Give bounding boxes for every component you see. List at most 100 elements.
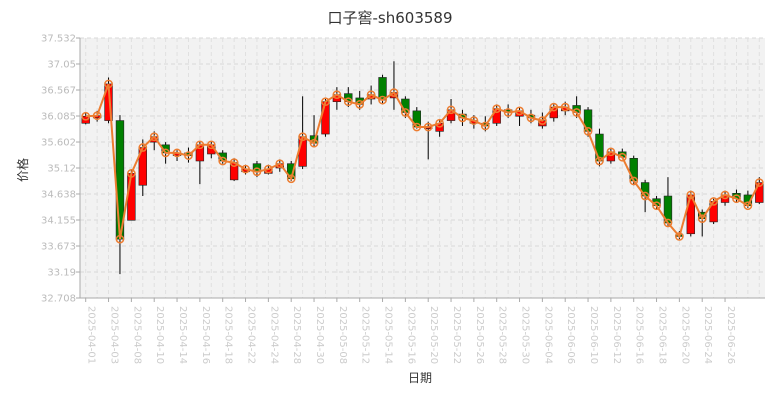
- close-point: [595, 156, 604, 166]
- close-point: [332, 90, 342, 100]
- close-point: [286, 174, 296, 184]
- close-point: [229, 158, 239, 167]
- x-tick-label: 2025-06-24: [702, 306, 713, 364]
- close-line-layer: [81, 79, 764, 244]
- close-point: [663, 218, 673, 228]
- close-point: [218, 156, 228, 166]
- x-tick-label: 2025-05-22: [451, 306, 462, 364]
- y-tick-label: 37.05: [47, 59, 76, 70]
- candle-body: [321, 101, 330, 135]
- x-tick-label: 2025-04-22: [246, 306, 257, 364]
- close-point: [732, 194, 741, 204]
- close-point: [298, 132, 307, 142]
- close-point: [743, 201, 753, 211]
- candle-body: [298, 136, 307, 167]
- x-tick-label: 2025-04-14: [177, 306, 188, 364]
- y-axis-label: 价格: [15, 158, 30, 182]
- close-point: [629, 176, 639, 186]
- close-point: [652, 201, 661, 211]
- close-point: [195, 140, 205, 150]
- close-point: [469, 116, 479, 125]
- y-tick-label: 34.638: [41, 189, 76, 200]
- close-point: [241, 164, 250, 174]
- close-point: [560, 102, 570, 112]
- close-point: [321, 97, 330, 107]
- close-point: [686, 190, 696, 200]
- axis-layer: 32.708 33.19 33.673 34.155 34.638 35.12 35.602…: [41, 34, 765, 364]
- close-point: [572, 108, 581, 117]
- x-tick-label: 2025-04-28: [291, 306, 302, 364]
- x-tick-label: 2025-05-14: [383, 306, 394, 364]
- close-point: [252, 167, 262, 177]
- x-tick-label: 2025-06-18: [657, 306, 668, 364]
- close-point: [617, 152, 627, 162]
- candle-body: [127, 173, 136, 221]
- close-point: [492, 104, 502, 114]
- close-point: [606, 147, 616, 157]
- close-point: [206, 140, 216, 150]
- close-point: [526, 113, 536, 123]
- x-tick-label: 2025-04-18: [223, 306, 234, 364]
- close-point: [366, 90, 376, 100]
- close-point: [754, 178, 764, 187]
- close-point: [92, 111, 102, 121]
- x-tick-label: 2025-06-06: [565, 306, 576, 364]
- close-point: [401, 108, 410, 117]
- close-point: [104, 79, 113, 89]
- x-tick-label: 2025-05-16: [405, 306, 416, 364]
- y-tick-label: 32.708: [41, 294, 76, 305]
- close-point: [264, 164, 273, 174]
- close-point: [538, 116, 547, 125]
- close-point: [675, 232, 684, 241]
- close-point: [161, 148, 170, 158]
- close-point: [583, 126, 593, 136]
- close-point: [458, 113, 467, 123]
- close-point: [81, 111, 91, 121]
- close-price-line: [85, 83, 761, 240]
- x-tick-label: 2025-06-10: [588, 306, 599, 364]
- x-tick-label: 2025-04-01: [86, 306, 97, 364]
- x-tick-label: 2025-04-08: [131, 306, 142, 364]
- x-tick-label: 2025-05-20: [428, 306, 439, 364]
- x-tick-label: 2025-05-28: [497, 306, 508, 364]
- x-tick-label: 2025-04-30: [314, 306, 325, 364]
- close-point: [138, 143, 148, 152]
- close-point: [115, 234, 125, 244]
- close-point: [503, 108, 513, 117]
- y-tick-label: 34.155: [41, 216, 76, 227]
- x-tick-label: 2025-06-20: [679, 306, 690, 364]
- close-point: [549, 102, 559, 112]
- x-tick-label: 2025-05-08: [337, 306, 348, 364]
- y-tick-label: 33.673: [41, 241, 76, 252]
- close-point: [423, 122, 433, 132]
- close-point: [515, 106, 524, 116]
- close-point: [309, 138, 319, 148]
- x-tick-label: 2025-06-04: [542, 306, 553, 364]
- x-tick-label: 2025-06-12: [611, 306, 622, 364]
- y-tick-label: 36.567: [41, 86, 76, 97]
- close-point: [446, 105, 456, 115]
- x-tick-label: 2025-06-16: [634, 306, 645, 364]
- y-tick-label: 37.532: [41, 34, 76, 45]
- x-tick-label: 2025-05-30: [520, 306, 531, 364]
- close-point: [275, 159, 285, 169]
- y-tick-label: 35.12: [47, 164, 76, 175]
- y-tick-label: 36.085: [41, 111, 76, 122]
- close-point: [172, 148, 182, 158]
- x-tick-label: 2025-04-16: [200, 306, 211, 364]
- x-tick-label: 2025-05-12: [360, 306, 371, 364]
- close-point: [720, 190, 730, 200]
- x-tick-label: 2025-04-03: [109, 306, 120, 364]
- close-point: [355, 100, 365, 109]
- close-point: [412, 122, 422, 132]
- close-point: [709, 197, 718, 206]
- y-tick-label: 35.602: [41, 138, 76, 149]
- grid-layer: [80, 37, 765, 299]
- x-tick-label: 2025-06-26: [725, 306, 736, 364]
- x-tick-label: 2025-05-26: [474, 306, 485, 364]
- close-point: [697, 214, 707, 224]
- close-point: [435, 118, 444, 128]
- x-tick-label: 2025-04-10: [154, 306, 165, 364]
